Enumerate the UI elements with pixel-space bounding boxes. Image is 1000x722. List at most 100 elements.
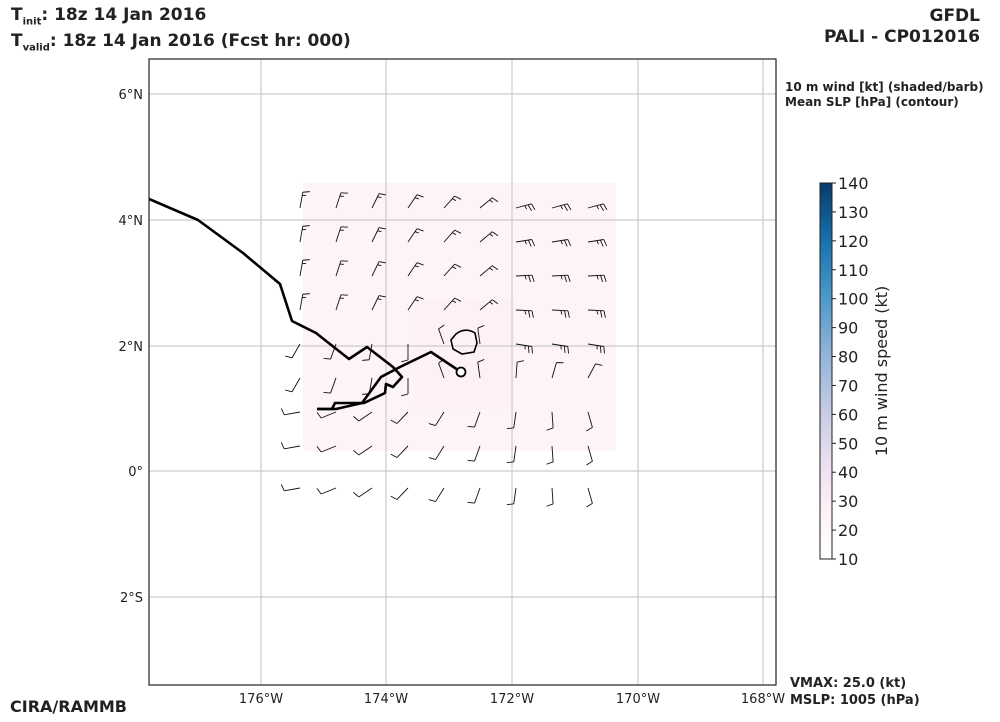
wind-barbs: [280, 191, 608, 508]
wind-barb: [506, 411, 517, 430]
wind-barb: [515, 239, 536, 247]
wind-barb: [280, 484, 301, 492]
wind-barb: [335, 192, 348, 209]
wind-barb: [515, 343, 533, 354]
lon-label: 168°W: [741, 692, 785, 707]
wind-barb: [438, 324, 445, 345]
colorbar-tick-label: 80: [838, 348, 858, 367]
model-name: GFDL: [929, 6, 980, 26]
field-legend: 10 m wind [kt] (shaded/barb) Mean SLP [h…: [785, 80, 984, 110]
track-line: [149, 197, 404, 411]
wind-barb: [587, 203, 608, 212]
wind-barb: [443, 297, 462, 311]
slp-legend-line: Mean SLP [hPa] (contour): [785, 95, 959, 109]
storm-name: PALI - CP012016: [823, 27, 980, 47]
wind-barb: [467, 445, 481, 462]
wind-barb: [546, 411, 554, 431]
wind-barb: [428, 445, 445, 460]
wind-barb: [587, 363, 603, 379]
colorbar-tick-label: 40: [838, 463, 858, 482]
lat-label: 2°N: [119, 340, 144, 355]
storm-stats: VMAX: 25.0 (kt) MSLP: 1005 (hPa): [790, 675, 920, 709]
wind-barb: [299, 259, 310, 277]
wind-legend-line: 10 m wind [kt] (shaded/barb): [785, 80, 984, 94]
wind-barb: [477, 359, 485, 379]
wind-barb: [479, 197, 499, 209]
wind-barb: [551, 362, 564, 379]
wind-shade-core: [415, 300, 515, 410]
wind-barb: [443, 195, 462, 209]
wind-barb: [479, 299, 499, 311]
wind-barb: [335, 294, 348, 311]
init-time: Tinit: 18z 14 Jan 2016: [11, 5, 207, 28]
wind-barb: [299, 191, 310, 209]
wind-barb: [551, 343, 569, 354]
colorbar-ticks: 140 130 120 110 100 90 80 70 60 50 40 30 20 10: [832, 174, 869, 569]
colorbar-tick-label: 60: [838, 405, 858, 424]
wind-barb: [515, 360, 525, 379]
wind-shading: [303, 183, 616, 451]
wind-barb: [316, 445, 337, 453]
wind-barb: [316, 487, 337, 495]
lon-label: 174°W: [364, 692, 408, 707]
wind-barb: [428, 411, 445, 426]
valid-time: Tvalid: 18z 14 Jan 2016 (Fcst hr: 000): [11, 31, 351, 54]
vmax-value: VMAX: 25.0 (kt): [790, 676, 907, 691]
lat-label: 2°S: [120, 591, 143, 606]
colorbar-tick-label: 90: [838, 319, 858, 338]
lon-label: 170°W: [616, 692, 660, 707]
wind-barb: [443, 263, 462, 277]
wind-barb: [477, 325, 485, 345]
wind-barb: [587, 239, 608, 247]
wind-barb: [390, 487, 409, 500]
wind-barb: [506, 487, 517, 506]
wind-barb: [285, 343, 301, 359]
wind-barb: [587, 309, 606, 318]
wind-barb: [390, 411, 409, 424]
wind-barb: [371, 193, 386, 209]
mslp-value: MSLP: 1005 (hPa): [790, 693, 920, 708]
wind-barb: [551, 239, 572, 247]
wind-barb: [515, 203, 536, 212]
wind-barb: [515, 309, 534, 318]
wind-barb: [587, 343, 605, 354]
wind-barb: [587, 274, 607, 283]
wind-barb: [362, 343, 373, 361]
lat-labels: 6°N 4°N 2°N 0° 2°S: [119, 88, 144, 606]
wind-barb: [443, 229, 462, 243]
colorbar-tick-label: 20: [838, 521, 858, 540]
wind-barb: [467, 487, 481, 504]
wind-barb: [506, 445, 517, 464]
lat-label: 4°N: [119, 214, 144, 229]
slp-contour: [450, 329, 478, 355]
wind-barb: [586, 445, 593, 466]
wind-barb: [546, 445, 554, 465]
colorbar-tick-label: 120: [838, 232, 869, 251]
wind-barb: [407, 262, 424, 277]
wind-barb: [401, 344, 409, 363]
wind-barb: [323, 377, 337, 394]
colorbar: 140 130 120 110 100 90 80 70 60 50 40 30 20 10 10 m w…: [819, 174, 891, 569]
wind-barb: [299, 225, 310, 243]
wind-barb: [280, 442, 301, 450]
track-line-end: [317, 350, 462, 411]
wind-barb: [316, 411, 337, 419]
wind-barb: [407, 228, 424, 243]
map-frame: [148, 58, 777, 686]
wind-barb: [390, 445, 409, 458]
wind-barb: [407, 296, 424, 311]
wind-barb: [479, 265, 499, 277]
colorbar-label: 10 m wind speed (kt): [872, 286, 891, 456]
lon-label: 172°W: [490, 692, 534, 707]
lon-label: 176°W: [239, 692, 283, 707]
wind-barb: [299, 293, 310, 311]
wind-barb: [353, 445, 373, 456]
colorbar-tick-label: 30: [838, 492, 858, 511]
wind-barb: [401, 378, 409, 397]
graticule: [149, 59, 776, 685]
wind-barb: [407, 194, 424, 209]
wind-barb: [428, 487, 445, 502]
wind-barb: [353, 411, 373, 422]
credit-label: CIRA/RAMMB: [10, 697, 127, 716]
